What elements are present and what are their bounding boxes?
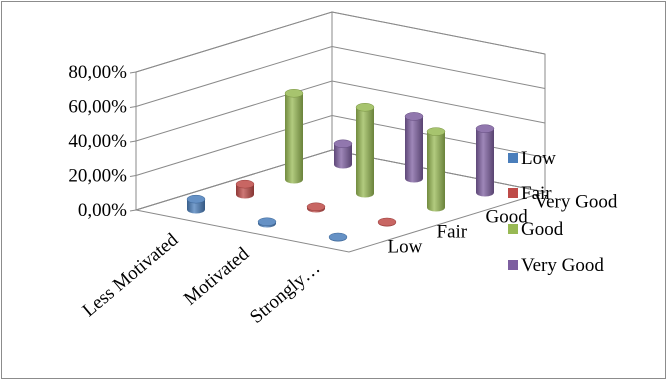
gridline bbox=[135, 11, 546, 73]
bar-very-good-2 bbox=[404, 112, 424, 183]
legend-swatch bbox=[508, 153, 518, 163]
depth-axis-ticks: Low Fair Good Very Good bbox=[388, 192, 618, 258]
bar-very-good-3 bbox=[475, 124, 495, 197]
depth-tick-label: Very Good bbox=[535, 192, 618, 213]
y-tick-label: 40,00% bbox=[68, 131, 127, 152]
gridline bbox=[135, 114, 546, 176]
x-tick-label: Motivated bbox=[180, 243, 254, 310]
y-tick-mark bbox=[129, 140, 137, 143]
legend: Low Fair Good Very Good bbox=[508, 148, 604, 276]
y-tick-mark bbox=[129, 209, 137, 212]
depth-tick-label: Fair bbox=[437, 222, 468, 243]
x-tick-label: Less Motivated bbox=[79, 229, 183, 321]
y-tick-label: 60,00% bbox=[68, 97, 127, 118]
bar-very-good-1 bbox=[333, 139, 353, 169]
x-tick-label: Strongly… bbox=[246, 257, 324, 327]
bar-fair-2 bbox=[306, 202, 326, 213]
legend-swatch bbox=[508, 260, 518, 270]
y-tick-label: 80,00% bbox=[68, 62, 127, 83]
depth-tick-label: Good bbox=[486, 207, 529, 228]
legend-label: Fair bbox=[521, 183, 552, 204]
y-tick-mark bbox=[129, 71, 137, 74]
legend-swatch bbox=[508, 188, 518, 198]
y-tick-label: 20,00% bbox=[68, 166, 127, 187]
legend-label: Good bbox=[521, 219, 564, 240]
bar-low-1 bbox=[186, 194, 206, 214]
bar-low-3 bbox=[328, 232, 348, 242]
bar-good-2 bbox=[355, 103, 375, 198]
bar-good-1 bbox=[284, 89, 304, 184]
legend-swatch bbox=[508, 224, 518, 234]
legend-label: Very Good bbox=[521, 255, 604, 276]
bar-low-2 bbox=[257, 217, 277, 228]
gridlines bbox=[135, 11, 546, 211]
y-tick-mark bbox=[129, 106, 137, 108]
bar-fair-1 bbox=[235, 179, 255, 199]
gridline bbox=[135, 80, 546, 142]
legend-label: Low bbox=[521, 148, 556, 169]
bar-fair-3 bbox=[377, 217, 397, 227]
x-axis-ticks: Less MotivatedMotivatedStrongly… bbox=[79, 229, 325, 328]
y-tick-mark bbox=[129, 175, 137, 177]
gridline bbox=[135, 45, 546, 107]
data-bars bbox=[186, 89, 495, 242]
gridline bbox=[135, 149, 546, 211]
y-axis-ticks: 0,00% 20,00% 40,00% 60,00% 80,00% bbox=[68, 62, 137, 221]
y-tick-label: 0,00% bbox=[78, 200, 127, 221]
depth-tick-label: Low bbox=[388, 237, 423, 258]
bar-good-3 bbox=[426, 127, 446, 212]
